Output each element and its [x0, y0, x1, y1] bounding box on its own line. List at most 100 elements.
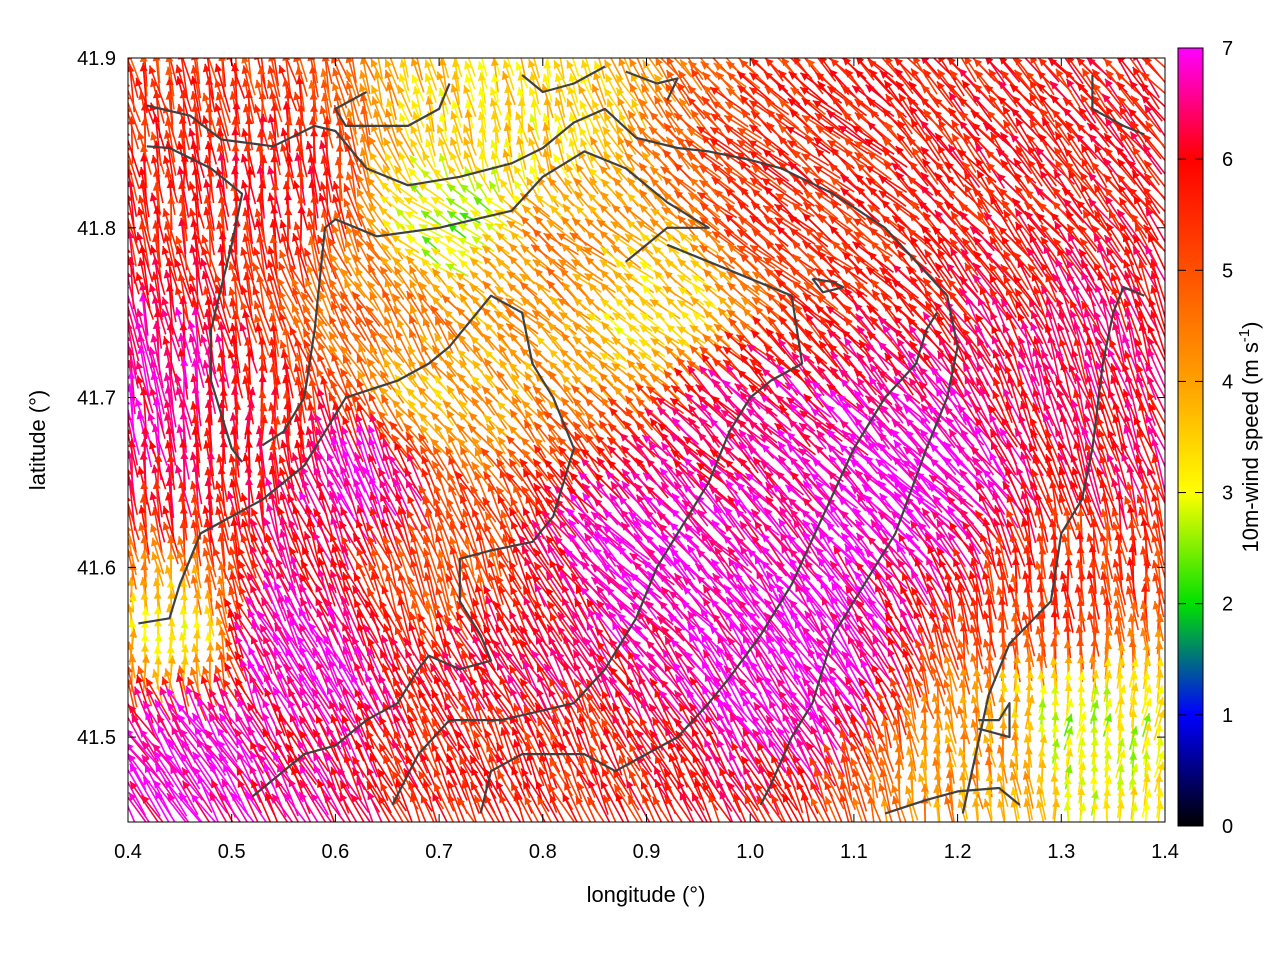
wind-arrow [554, 97, 567, 131]
wind-arrow [477, 72, 487, 104]
wind-arrow [1093, 184, 1121, 226]
wind-arrow [356, 187, 376, 223]
wind-arrow [549, 204, 573, 232]
wind-arrow [600, 178, 626, 206]
wind-arrow [1140, 71, 1165, 95]
wind-arrow [356, 201, 376, 235]
wind-arrow [1117, 184, 1149, 226]
wind-arrow [628, 58, 650, 93]
wind-arrow [359, 70, 372, 106]
wind-arrow [382, 137, 402, 169]
wind-arrow [319, 140, 334, 192]
wind-arrow [972, 798, 980, 822]
wind-arrow [451, 71, 461, 105]
wind-arrow [1129, 131, 1163, 175]
wind-arrow [297, 205, 306, 257]
wind-arrow [617, 136, 635, 170]
wind-arrow [163, 130, 177, 176]
wind-arrow [471, 319, 495, 351]
wind-arrow [398, 151, 412, 181]
wind-arrow [689, 177, 719, 207]
wind-arrow [293, 58, 308, 97]
wind-arrow [924, 132, 952, 174]
wind-arrow [764, 98, 800, 130]
wind-arrow [937, 119, 965, 161]
wind-arrow [654, 83, 676, 119]
wind-arrow [138, 166, 150, 218]
wind-arrow [128, 193, 138, 243]
wind-arrow [801, 97, 841, 131]
wind-arrow [128, 158, 138, 201]
wind-arrow [416, 676, 446, 722]
wind-arrow [748, 124, 790, 156]
wind-arrow [535, 282, 561, 310]
wind-arrow [1145, 120, 1165, 150]
wind-arrow [686, 152, 722, 180]
wind-arrow [473, 196, 493, 214]
wind-arrow [190, 58, 202, 99]
wind-arrow [255, 143, 266, 189]
wind-arrow [463, 84, 477, 118]
wind-arrow [483, 322, 509, 348]
wind-arrow [664, 109, 692, 145]
wind-arrow [156, 58, 161, 83]
wind-arrow [1091, 68, 1123, 108]
wind-arrow [650, 208, 680, 228]
wind-arrow [896, 133, 928, 173]
wind-arrow [688, 205, 720, 231]
wind-arrow [615, 74, 637, 102]
wind-arrow [150, 78, 165, 124]
wind-arrow [285, 58, 298, 85]
wind-arrow [709, 138, 751, 168]
x-tick-label: 1.2 [944, 841, 972, 863]
wind-arrow [354, 724, 378, 778]
wind-arrow [391, 195, 419, 215]
wind-arrow [428, 58, 438, 78]
wind-arrow [214, 103, 231, 151]
wind-arrow [574, 190, 600, 220]
x-tick-label: 1.1 [840, 841, 868, 863]
wind-arrow [258, 91, 267, 137]
wind-arrow [1010, 573, 1020, 617]
wind-arrow [295, 142, 304, 190]
wind-arrow [578, 126, 596, 154]
wind-arrow [648, 58, 664, 78]
wind-arrow [259, 154, 268, 204]
wind-arrow [472, 344, 494, 378]
wind-arrow [1054, 119, 1082, 161]
wind-arrow [451, 100, 462, 128]
wind-arrow [1101, 93, 1139, 135]
wind-arrow [567, 85, 580, 117]
wind-arrow [561, 793, 578, 822]
wind-arrow [527, 123, 543, 157]
wind-arrow [664, 82, 692, 120]
wind-arrow [241, 58, 256, 96]
wind-arrow [431, 267, 457, 299]
wind-arrow [787, 161, 829, 197]
wind-arrow [606, 98, 620, 130]
wind-arrow [922, 108, 954, 146]
wind-arrow [1013, 69, 1045, 107]
wind-arrow [484, 209, 508, 227]
wind-arrow [778, 124, 812, 156]
wind-arrow [206, 168, 215, 216]
wind-arrow [242, 207, 254, 255]
wind-arrow [724, 136, 762, 170]
wind-arrow [762, 204, 802, 232]
wind-arrow [1144, 58, 1165, 84]
wind-arrow [881, 58, 903, 81]
wind-arrow [386, 98, 398, 130]
wind-arrow [333, 92, 345, 136]
wind-arrow [320, 68, 333, 108]
wind-arrow [463, 136, 477, 170]
wind-arrow [775, 112, 815, 142]
wind-arrow [533, 296, 563, 322]
wind-arrow [450, 83, 463, 119]
wind-arrow [613, 385, 639, 415]
wind-arrow [267, 65, 282, 111]
wind-arrow [529, 113, 540, 141]
wind-arrow [137, 665, 153, 707]
wind-arrow [961, 161, 993, 197]
